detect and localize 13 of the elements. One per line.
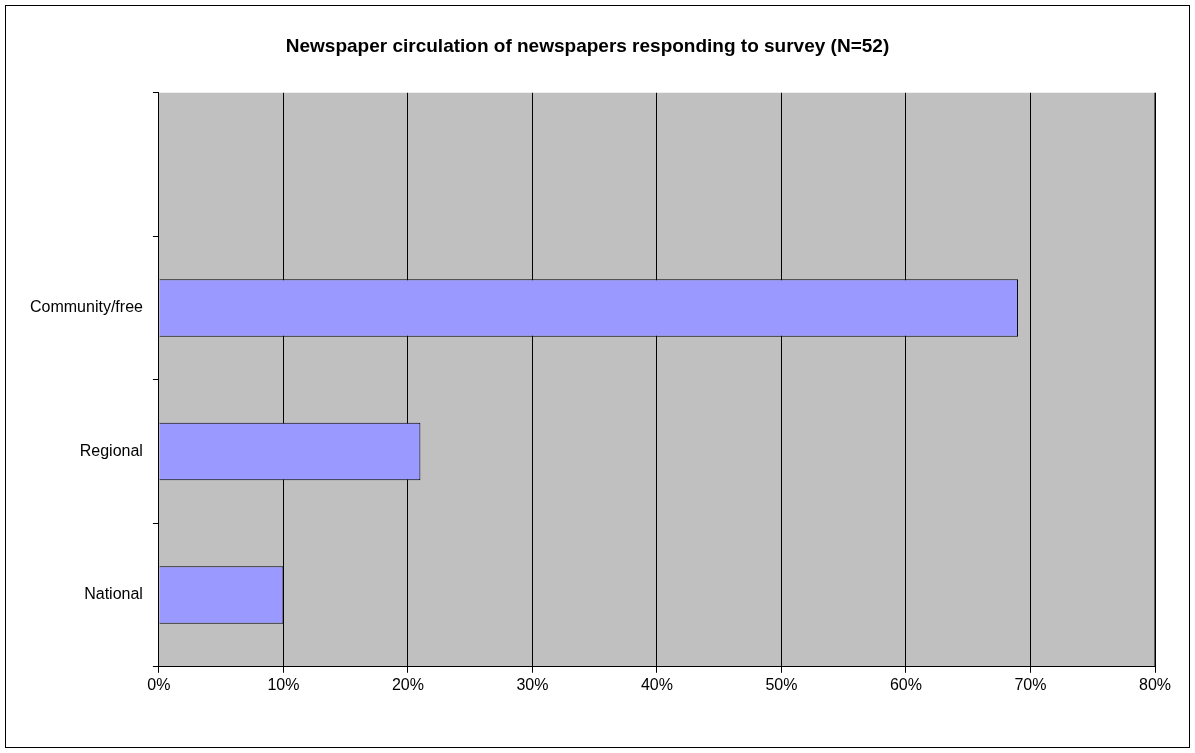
x-tick-label: 10% [267, 675, 300, 693]
x-tick-label: 30% [516, 675, 549, 693]
x-tick-label: 80% [1138, 675, 1172, 693]
x-tick-label: 60% [889, 675, 922, 693]
x-tick-label: 20% [391, 675, 424, 693]
x-tick-label: 70% [1014, 675, 1047, 693]
x-tick-label: 0% [147, 675, 171, 693]
x-tick-label: 50% [765, 675, 798, 693]
y-tick-label: Community/free [30, 298, 144, 316]
chart-title: Newspaper circulation of newspapers responding to survey (N=52) [285, 34, 890, 56]
y-tick-label: National [84, 585, 143, 603]
x-tick-label: 40% [640, 675, 673, 693]
y-tick-label: Regional [79, 441, 143, 459]
